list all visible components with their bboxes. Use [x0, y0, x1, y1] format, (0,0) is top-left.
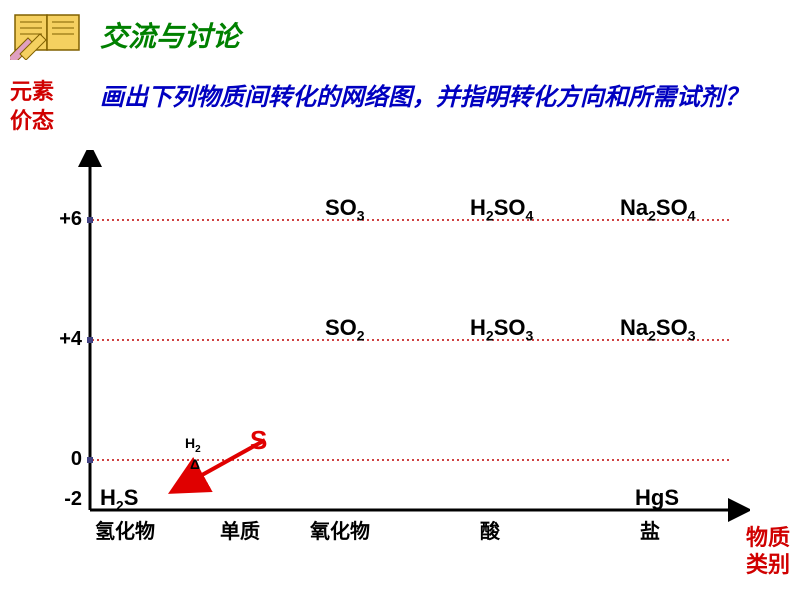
tick-minus2: -2: [42, 488, 82, 511]
y-axis-label: 元素 价态: [10, 78, 54, 135]
tick-marker: [87, 337, 93, 343]
x-axis-label-line1: 物质: [746, 525, 790, 550]
compound-hgs: HgS: [635, 485, 679, 511]
compound-na2so3: Na2SO3: [620, 315, 696, 343]
sulfur-marker: S: [250, 425, 267, 456]
cat-oxide: 氧化物: [305, 515, 375, 544]
tick-plus6: +6: [42, 208, 82, 231]
tick-zero: 0: [42, 448, 82, 471]
compound-so2: SO2: [325, 315, 365, 343]
header: 交流与讨论: [10, 10, 240, 60]
compound-h2so3: H2SO3: [470, 315, 533, 343]
cat-hydride: 氢化物: [90, 515, 160, 544]
compound-so3: SO3: [325, 195, 365, 223]
chart-area: +6 +4 0 -2 氢化物 单质 氧化物 酸 盐 SO3H2SO4Na2SO4…: [50, 150, 750, 550]
question-text: 画出下列物质间转化的网络图，并指明转化方向和所需试剂？: [100, 80, 750, 116]
compound-h2so4: H2SO4: [470, 195, 533, 223]
compound-na2so4: Na2SO4: [620, 195, 696, 223]
arrow-reagent-h2: H2: [185, 435, 201, 455]
book-icon: [10, 10, 90, 60]
arrow-condition-heat: Δ: [190, 456, 200, 472]
compound-h2s: H2S: [100, 485, 138, 513]
section-title: 交流与讨论: [100, 15, 240, 55]
x-axis-label: 物质 类别: [746, 525, 790, 578]
x-axis-label-line2: 类别: [746, 552, 790, 577]
cat-element: 单质: [210, 515, 270, 544]
tick-marker: [87, 217, 93, 223]
tick-plus4: +4: [42, 328, 82, 351]
cat-salt: 盐: [630, 515, 670, 544]
tick-marker: [87, 457, 93, 463]
cat-acid: 酸: [470, 515, 510, 544]
y-axis-label-line2: 价态: [10, 108, 54, 133]
y-axis-label-line1: 元素: [10, 79, 54, 104]
